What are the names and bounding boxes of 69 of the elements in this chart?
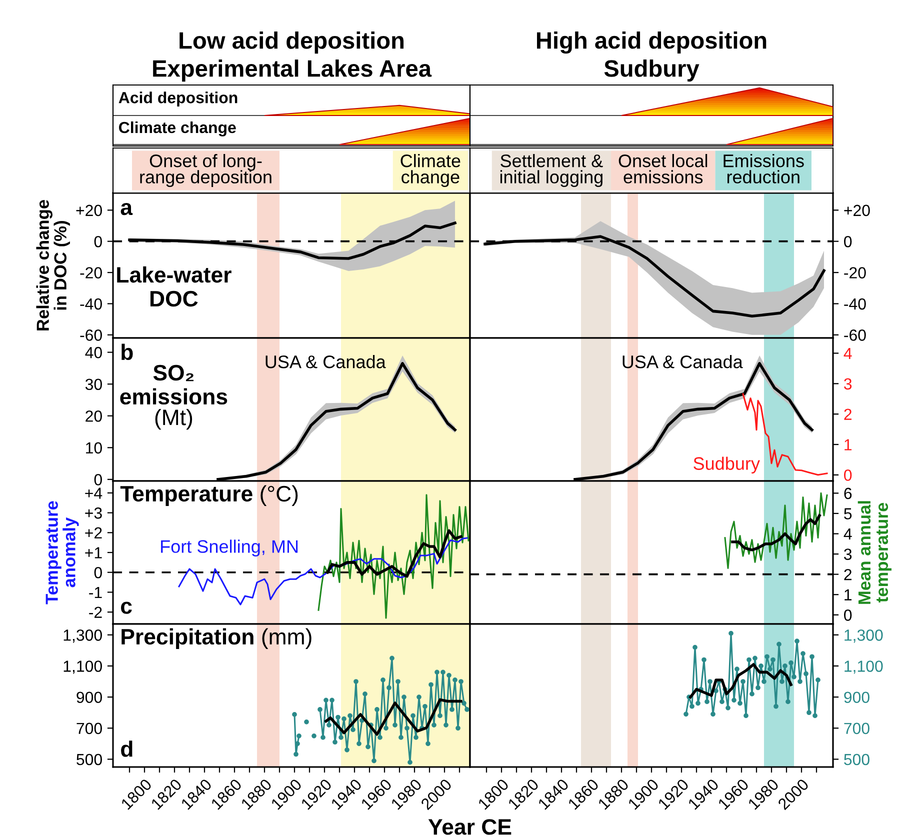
y-tick-label: 1,300 bbox=[64, 630, 102, 643]
y-tick-label: +20 bbox=[76, 204, 102, 216]
text: Low acid deposition Experimental Lakes Area bbox=[153, 32, 432, 82]
text: +20 bbox=[844, 204, 870, 216]
band-label: Settlement & initial logging bbox=[500, 154, 603, 188]
text: High acid deposition Sudbury bbox=[537, 31, 766, 82]
text: 4 bbox=[844, 348, 852, 359]
y-tick-label: 0 bbox=[94, 566, 102, 578]
text: -20 bbox=[844, 267, 866, 278]
y-tick-label: -2 bbox=[89, 606, 102, 618]
y2-axis-title: Mean annual temperature bbox=[858, 501, 892, 604]
text: 1 bbox=[844, 589, 852, 600]
band-label: Climate change bbox=[400, 154, 460, 188]
text: 900 bbox=[844, 692, 870, 703]
series-label: Sudbury bbox=[694, 456, 760, 474]
y-tick-label: 0 bbox=[94, 474, 102, 486]
x-axis-title: Year CE bbox=[428, 819, 512, 835]
text: 0 bbox=[844, 470, 852, 481]
y-tick-label: -60 bbox=[80, 330, 102, 341]
y-tick-label: 10 bbox=[86, 442, 102, 454]
y-tick-label: +2 bbox=[85, 527, 102, 538]
text: Climate change bbox=[119, 121, 236, 136]
text: 700 bbox=[844, 722, 870, 734]
y-axis-title: Relative change in DOC (%) bbox=[36, 200, 70, 330]
band-label: Onset of long- range deposition bbox=[140, 154, 272, 188]
annotation: Precipitation (mm) bbox=[122, 628, 312, 650]
text: 500 bbox=[844, 754, 870, 766]
text: 1,300 bbox=[844, 630, 883, 643]
text: 5 bbox=[844, 508, 852, 520]
annotation: d bbox=[121, 740, 132, 757]
text: 6 bbox=[844, 488, 852, 500]
band-label: Onset local emissions bbox=[618, 154, 708, 184]
y-tick-label: 900 bbox=[76, 692, 102, 703]
annotation: c bbox=[121, 602, 132, 614]
y-tick-label: -1 bbox=[89, 587, 102, 598]
text: -40 bbox=[844, 298, 866, 310]
y-tick-label: +1 bbox=[85, 547, 102, 558]
text: 4 bbox=[844, 528, 852, 540]
y-tick-label: 20 bbox=[86, 410, 102, 422]
annotation: b bbox=[122, 344, 133, 360]
text: 1 bbox=[844, 439, 852, 450]
text: 2 bbox=[844, 568, 852, 580]
text: 1,100 bbox=[844, 660, 883, 674]
text: 2 bbox=[844, 408, 852, 420]
text: 3 bbox=[844, 548, 852, 560]
text: -60 bbox=[844, 330, 866, 341]
y-axis-title: Temperature anomaly bbox=[46, 501, 79, 604]
text: 0 bbox=[844, 610, 852, 621]
y-tick-label: 40 bbox=[85, 346, 102, 358]
series-label: Fort Snelling, MN bbox=[161, 540, 298, 556]
y-tick-label: -20 bbox=[80, 267, 102, 278]
annotation: SO₂ emissions (Mt) bbox=[120, 364, 228, 430]
text: Acid deposition bbox=[118, 92, 238, 106]
annotation: a bbox=[120, 202, 133, 216]
annotation: Lake-water DOC bbox=[117, 266, 232, 307]
text: 0 bbox=[844, 236, 852, 248]
band-label: Emissions reduction bbox=[724, 154, 804, 184]
series-label: USA & Canada bbox=[622, 355, 743, 368]
y-tick-label: 700 bbox=[76, 722, 102, 734]
text: 3 bbox=[844, 378, 852, 390]
y-tick-label: 500 bbox=[76, 754, 102, 766]
y-tick-label: 30 bbox=[85, 378, 102, 390]
series-label: USA & Canada bbox=[266, 355, 386, 368]
y-tick-label: +3 bbox=[85, 507, 102, 519]
y-tick-label: 0 bbox=[94, 236, 102, 248]
y-tick-label: +4 bbox=[85, 488, 102, 499]
y-tick-label: -40 bbox=[80, 298, 102, 310]
annotation: Temperature (°C) bbox=[120, 485, 298, 506]
y-tick-label: 1,100 bbox=[64, 660, 102, 674]
